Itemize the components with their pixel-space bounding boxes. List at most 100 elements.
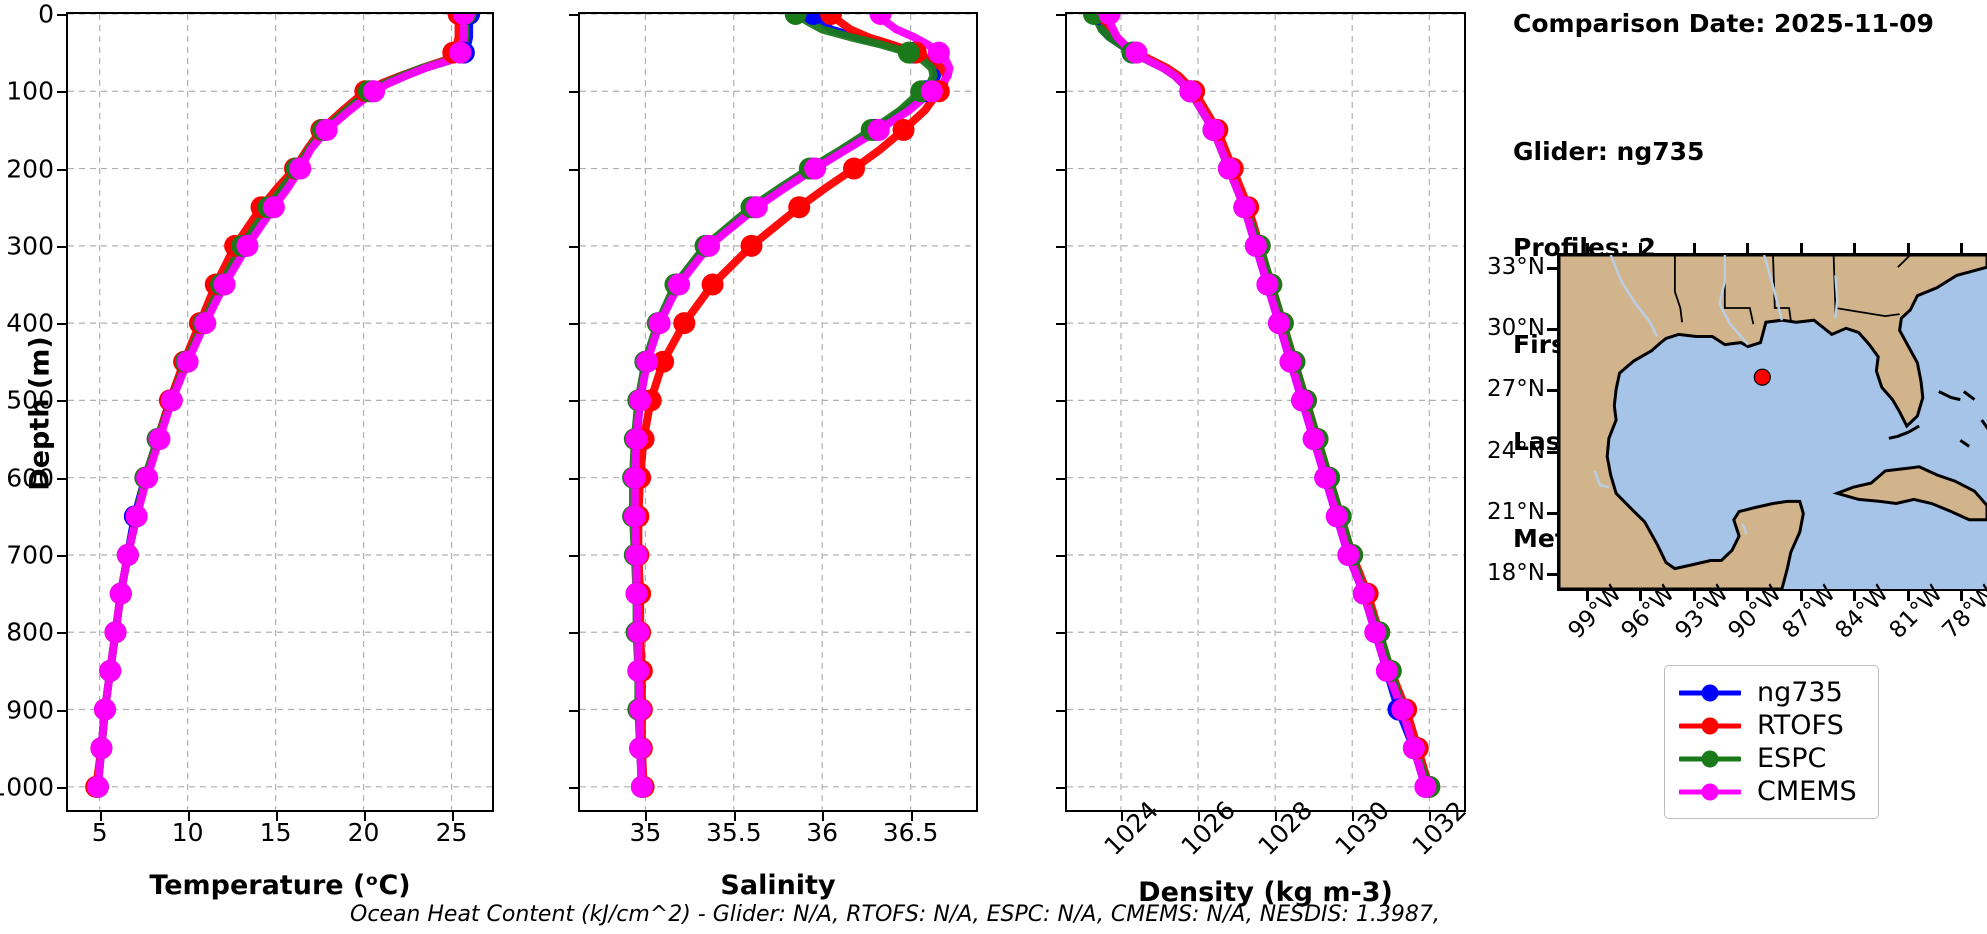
series-marker-cmems — [625, 582, 648, 605]
series-marker-cmems — [1233, 196, 1256, 219]
y-tick-mark — [1056, 245, 1065, 248]
y-tick-mark — [569, 632, 578, 635]
series-marker-cmems — [289, 157, 312, 180]
legend-item-cmems[interactable]: CMEMS — [1679, 775, 1860, 808]
y-tick-mark — [569, 709, 578, 712]
bahamas-island-0 — [1938, 390, 1961, 402]
series-marker-cmems — [136, 466, 159, 489]
x-tick-mark — [99, 812, 102, 821]
y-tick-mark — [1056, 323, 1065, 326]
legend-label: ESPC — [1757, 743, 1827, 774]
series-marker-cmems — [315, 118, 338, 141]
series-marker-cmems — [93, 698, 116, 721]
series-marker-espc — [784, 14, 807, 25]
x-tick-mark — [1120, 812, 1123, 821]
series-marker-cmems — [668, 273, 690, 296]
map-lat-tick-mark — [1547, 389, 1557, 393]
legend-marker-dot — [1701, 783, 1719, 800]
plot-area — [68, 14, 492, 810]
plot-area — [1067, 14, 1464, 810]
y-tick-mark — [57, 168, 66, 171]
map-lon-tick-mark — [1960, 591, 1964, 601]
y-tick-label: 200 — [6, 154, 54, 184]
series-marker-cmems — [625, 543, 648, 566]
y-tick-mark — [569, 400, 578, 403]
x-tick-mark — [1275, 812, 1278, 821]
series-marker-cmems — [1291, 389, 1314, 412]
series-marker-cmems — [1352, 582, 1375, 605]
x-tick-mark — [275, 812, 278, 821]
series-marker-cmems — [1337, 543, 1360, 566]
y-tick-mark — [569, 14, 578, 16]
state-border-0 — [1674, 255, 1683, 323]
y-tick-mark — [57, 91, 66, 94]
series-marker-cmems — [1179, 80, 1202, 103]
y-tick-label: 0 — [38, 0, 54, 29]
legend-label: RTOFS — [1757, 710, 1844, 741]
florida-keys — [1888, 424, 1920, 440]
y-tick-label: 400 — [6, 308, 54, 338]
map-lon-tick-mark-top — [1746, 243, 1750, 253]
river-3 — [1834, 275, 1839, 319]
y-tick-label: 100 — [6, 76, 54, 106]
y-tick-label: 900 — [6, 695, 54, 725]
x-tick-label: 36.5 — [882, 818, 939, 847]
map-lon-tick-mark — [1853, 591, 1857, 601]
x-tick-mark — [1198, 812, 1201, 821]
series-marker-rtofs — [701, 273, 724, 296]
series-marker-cmems — [629, 737, 652, 760]
series-marker-rtofs — [892, 118, 915, 141]
legend-swatch — [1679, 750, 1741, 767]
series-marker-cmems — [623, 505, 646, 528]
series-marker-ng735 — [802, 14, 825, 25]
legend-item-espc[interactable]: ESPC — [1679, 742, 1860, 775]
map-lat-tick-label: 33°N — [1487, 254, 1545, 281]
temperature-profile-plot — [66, 12, 494, 812]
y-tick-mark — [1056, 14, 1065, 16]
series-marker-cmems — [627, 659, 650, 682]
salinity-axis-label-text: Salinity — [720, 870, 836, 901]
series-marker-cmems — [867, 118, 890, 141]
legend-item-ng735[interactable]: ng735 — [1679, 676, 1860, 709]
map-lat-tick-mark — [1547, 328, 1557, 332]
series-marker-cmems — [745, 196, 768, 219]
x-tick-mark — [1352, 812, 1355, 821]
x-tick-mark — [645, 812, 648, 821]
state-border-2 — [1772, 255, 1792, 321]
map-lon-tick-mark — [1585, 591, 1589, 601]
y-tick-mark — [569, 168, 578, 171]
series-marker-cmems — [1402, 737, 1425, 760]
series-marker-cmems — [698, 234, 721, 257]
glider-line: Glider: ng735 — [1513, 136, 1705, 166]
y-tick-mark — [1056, 477, 1065, 480]
series-marker-cmems — [1244, 234, 1267, 257]
series-marker-cmems — [176, 350, 199, 373]
legend-swatch — [1679, 717, 1741, 734]
y-tick-mark — [569, 323, 578, 326]
series-marker-cmems — [449, 41, 472, 64]
map-lat-tick-label: 30°N — [1487, 315, 1545, 342]
map-lon-tick-mark — [1746, 591, 1750, 601]
series-marker-cmems — [1098, 14, 1121, 25]
y-tick-label: 500 — [6, 385, 54, 415]
y-tick-mark — [569, 91, 578, 94]
series-marker-cmems — [1125, 41, 1148, 64]
map-lon-tick-mark — [1799, 591, 1803, 601]
x-tick-label: 5 — [91, 818, 108, 847]
series-marker-cmems — [236, 234, 259, 257]
cuba-landmass — [1832, 465, 1987, 522]
map-lat-tick-mark — [1547, 267, 1557, 271]
series-marker-cmems — [920, 80, 943, 103]
series-marker-cmems — [90, 737, 113, 760]
x-tick-mark — [733, 812, 736, 821]
series-marker-cmems — [109, 582, 132, 605]
map-lon-tick-mark — [1692, 591, 1696, 601]
glider-location-marker — [1753, 368, 1771, 386]
series-marker-cmems — [804, 157, 827, 180]
y-tick-mark — [57, 323, 66, 326]
y-tick-mark — [57, 400, 66, 403]
legend-label: ng735 — [1757, 677, 1843, 708]
x-tick-label: 20 — [347, 818, 380, 847]
y-tick-mark — [569, 477, 578, 480]
legend-item-rtofs[interactable]: RTOFS — [1679, 709, 1860, 742]
